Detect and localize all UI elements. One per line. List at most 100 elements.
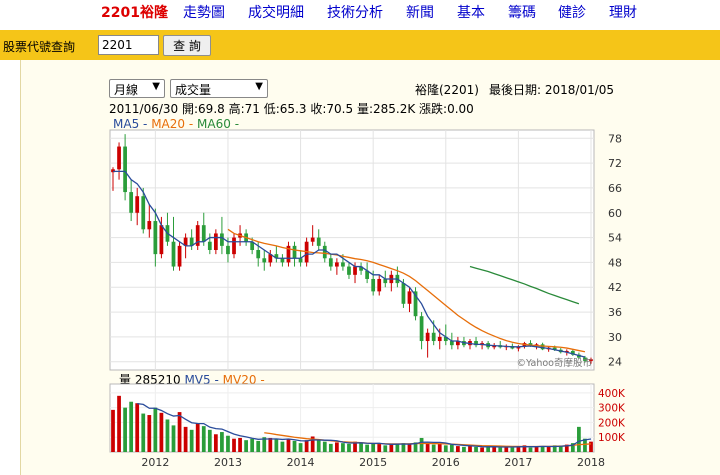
- volume-bar: [213, 434, 218, 452]
- volume-bar: [304, 440, 309, 452]
- search-toolbar: 股票代號查詢 查 詢: [0, 30, 720, 60]
- nav-item-checkup[interactable]: 健診: [558, 5, 586, 21]
- volume-bar: [201, 426, 206, 452]
- candle-body: [516, 346, 521, 349]
- volume-tick-label: 200K: [598, 417, 626, 429]
- volume-bar: [280, 441, 285, 452]
- volume-bar: [322, 441, 327, 452]
- stock-code-input[interactable]: [98, 35, 159, 55]
- nav-item-news[interactable]: 新聞: [406, 5, 434, 21]
- volume-bar: [334, 442, 339, 452]
- volume-bar: [341, 443, 345, 452]
- quote-date: 2011/06/30: [109, 102, 179, 116]
- volume-bar: [232, 438, 236, 452]
- nav-item-fundamentals[interactable]: 基本: [457, 5, 485, 21]
- price-tick-label: 60: [608, 207, 622, 220]
- last-date: 最後日期: 2018/01/05: [489, 83, 615, 97]
- volume-bar: [474, 446, 478, 452]
- quote-high: 高:71: [228, 102, 260, 116]
- ma60-line: [469, 265, 580, 305]
- candle-body: [474, 341, 478, 346]
- ma-legend: MA5 - MA20 - MA60 -: [113, 117, 239, 131]
- ma5-line: [113, 170, 586, 358]
- volume-bar: [135, 403, 140, 452]
- volume-bar: [189, 429, 194, 452]
- volume-bar: [250, 438, 255, 452]
- candle-body: [189, 237, 194, 246]
- candle-body: [419, 316, 424, 342]
- volume-bar: [522, 445, 527, 452]
- candle-body: [589, 359, 593, 361]
- legend-ma60: MA60: [197, 117, 231, 131]
- candle-body: [583, 357, 587, 361]
- dropdown-arrow-icon: ▼: [255, 81, 263, 92]
- price-tick-label: 48: [608, 256, 622, 269]
- quote-change: 漲跌:0.00: [419, 102, 474, 116]
- mv5-line: [137, 403, 592, 448]
- volume-bar: [516, 446, 521, 452]
- top-nav: 2201裕隆 走勢圖 成交明細 技術分析 新聞 基本 籌碼 健診 理財: [0, 0, 720, 26]
- quote-open: 開:69.8: [182, 102, 225, 116]
- volume-bar: [226, 435, 230, 452]
- volume-tick-label: 100K: [598, 432, 626, 444]
- price-plot-area: [109, 129, 595, 371]
- price-tick-label: 36: [608, 306, 622, 319]
- year-tick-label: 2018: [577, 456, 605, 469]
- volume-bar: [552, 445, 557, 452]
- volume-bar: [141, 413, 146, 452]
- candle-body: [129, 192, 134, 213]
- candle-body: [371, 278, 376, 292]
- nav-item-finance[interactable]: 理財: [609, 5, 637, 21]
- volume-bar: [123, 407, 127, 452]
- volume-bar: [443, 445, 448, 452]
- candle-body: [540, 344, 545, 350]
- candle-body: [377, 278, 382, 292]
- volume-bar: [117, 395, 121, 452]
- search-button[interactable]: 查 詢: [163, 35, 211, 56]
- candle-body: [123, 146, 127, 193]
- nav-item-trend[interactable]: 走勢圖: [183, 5, 225, 21]
- volume-bar: [564, 444, 569, 452]
- candle-body: [153, 221, 158, 255]
- volume-bar: [456, 446, 460, 452]
- volume-bar: [129, 401, 134, 452]
- volume-bar: [359, 443, 363, 452]
- nav-item-chips[interactable]: 籌碼: [508, 5, 536, 21]
- year-tick-label: 2012: [141, 456, 169, 469]
- volume-bar: [498, 447, 503, 452]
- candle-body: [570, 350, 575, 355]
- candle-body: [347, 266, 351, 275]
- price-tick-label: 42: [608, 281, 622, 294]
- volume-bar: [558, 446, 563, 452]
- volume-bar: [401, 443, 406, 452]
- price-tick-label: 30: [608, 331, 622, 344]
- volume-bar: [353, 441, 357, 452]
- volume-bar: [274, 439, 279, 452]
- volume-bar: [268, 437, 273, 452]
- candle-body: [341, 262, 345, 267]
- volume-bar: [286, 438, 291, 452]
- candle-body: [456, 341, 460, 346]
- period-select-value: 月線: [114, 83, 139, 97]
- legend-ma5: MA5: [113, 117, 140, 131]
- nav-current-stock[interactable]: 2201裕隆: [101, 5, 168, 21]
- indicator-select[interactable]: 成交量 ▼: [170, 79, 268, 98]
- volume-bar: [183, 426, 188, 452]
- nav-item-technical[interactable]: 技術分析: [327, 5, 383, 21]
- nav-item-transactions[interactable]: 成交明細: [248, 5, 304, 21]
- ma20-line: [227, 228, 586, 353]
- candle-body: [437, 336, 442, 342]
- search-label: 股票代號查詢: [3, 40, 76, 54]
- yahoo-watermark: ©Yahoo奇摩股市: [517, 357, 593, 369]
- candle-body: [316, 237, 321, 246]
- volume-bar: [365, 444, 370, 452]
- candle-body: [201, 225, 206, 242]
- legend-ma60-value: -: [234, 117, 240, 131]
- volume-bar: [486, 446, 491, 452]
- volume-bar: [425, 443, 430, 452]
- candle-body: [159, 225, 164, 255]
- candle-body: [292, 245, 297, 259]
- price-tick-label: 78: [608, 132, 622, 145]
- volume-bar: [165, 419, 170, 452]
- period-select[interactable]: 月線 ▼: [109, 79, 165, 98]
